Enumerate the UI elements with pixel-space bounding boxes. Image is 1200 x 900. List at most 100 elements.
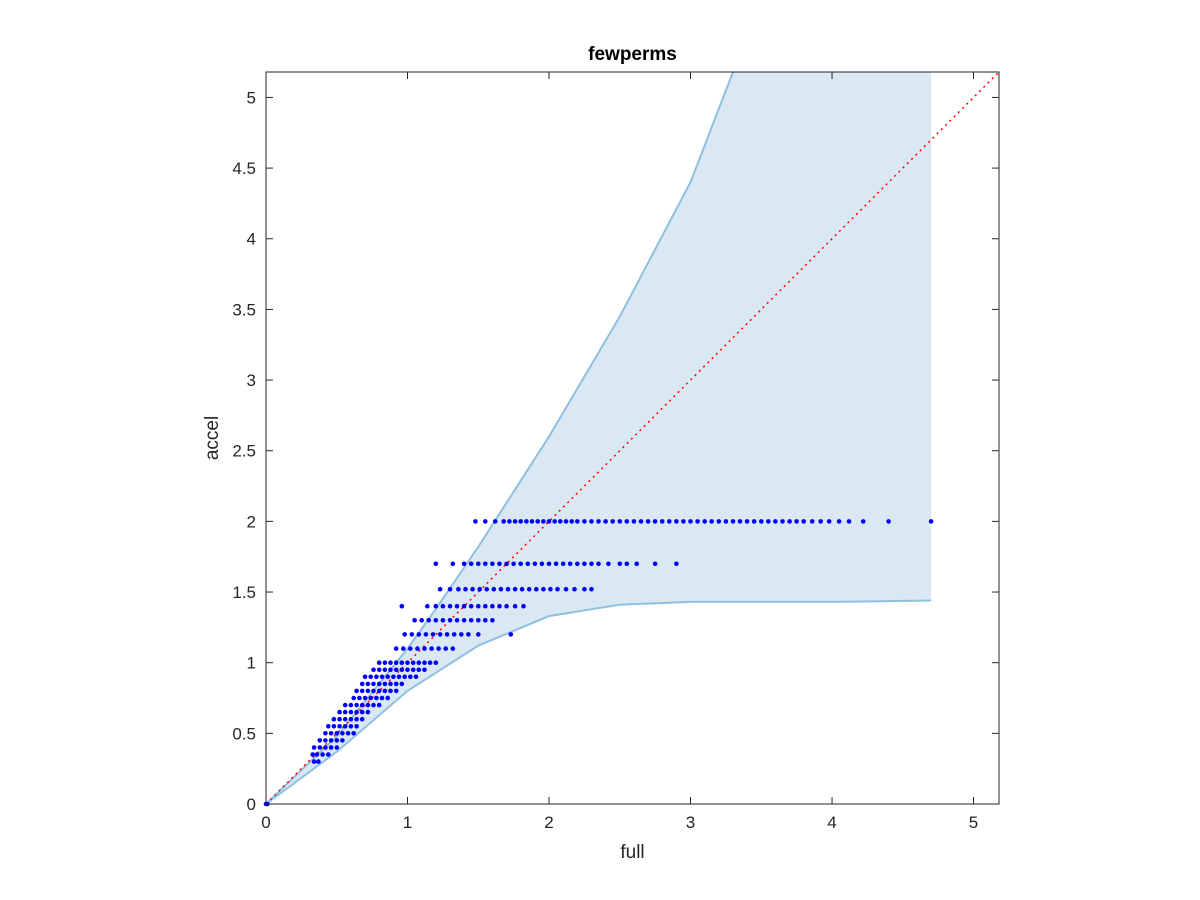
data-point — [589, 561, 594, 567]
data-point — [497, 561, 502, 567]
y-tick-label: 5 — [247, 88, 256, 107]
data-point — [433, 660, 439, 665]
data-point — [532, 561, 538, 567]
data-point — [552, 519, 557, 524]
data-point — [422, 660, 427, 665]
y-axis-label: accel — [202, 416, 223, 460]
data-point — [498, 586, 504, 592]
data-point — [410, 660, 416, 665]
data-point — [328, 731, 334, 736]
data-point — [357, 695, 362, 701]
data-point — [645, 519, 651, 524]
data-point — [340, 731, 345, 736]
data-point — [416, 660, 422, 665]
data-point — [413, 674, 419, 680]
data-point — [461, 603, 467, 609]
data-point — [430, 632, 436, 637]
data-point — [408, 646, 413, 651]
data-points — [263, 519, 934, 807]
data-point — [466, 632, 471, 637]
data-point — [426, 618, 432, 623]
data-point — [560, 561, 566, 567]
data-point — [737, 519, 743, 524]
data-point — [359, 688, 365, 694]
data-point — [546, 561, 552, 567]
data-point — [504, 561, 509, 567]
data-point — [483, 561, 488, 567]
data-point — [433, 618, 439, 623]
y-tick-label: 4.5 — [232, 159, 256, 178]
data-point — [575, 561, 580, 567]
data-point — [351, 695, 357, 701]
data-point — [444, 632, 450, 637]
data-point — [667, 519, 672, 524]
data-point — [314, 752, 320, 757]
data-point — [773, 519, 778, 524]
data-point — [634, 561, 639, 567]
y-tick-label: 0.5 — [232, 724, 256, 743]
data-point — [337, 709, 342, 715]
data-point — [365, 709, 371, 715]
confidence-band — [265, 71, 932, 805]
data-point — [447, 618, 453, 623]
data-point — [459, 632, 464, 637]
data-point — [311, 759, 317, 764]
data-point — [342, 716, 348, 722]
data-point — [348, 702, 354, 708]
data-point — [860, 519, 866, 524]
data-point — [567, 561, 573, 567]
data-point — [345, 731, 351, 736]
data-point — [359, 709, 365, 715]
data-point — [826, 519, 832, 524]
data-point — [354, 724, 359, 729]
data-point — [388, 681, 393, 687]
data-point — [490, 603, 495, 609]
y-tick-label: 0 — [247, 795, 256, 814]
data-point — [490, 618, 495, 623]
data-point — [399, 681, 405, 687]
data-point — [408, 674, 413, 680]
data-point — [331, 716, 337, 722]
data-point — [402, 674, 408, 680]
data-point — [317, 745, 323, 750]
data-point — [422, 646, 427, 651]
data-point — [393, 681, 399, 687]
data-point — [419, 618, 425, 623]
data-point — [681, 519, 686, 524]
data-point — [744, 519, 750, 524]
data-point — [316, 759, 321, 764]
data-point — [454, 618, 460, 623]
data-point — [354, 688, 359, 694]
data-point — [337, 716, 342, 722]
data-point — [539, 561, 545, 567]
data-point — [558, 519, 563, 524]
data-point — [518, 561, 523, 567]
data-point — [563, 586, 569, 592]
data-point — [440, 618, 446, 623]
data-point — [351, 731, 357, 736]
data-point — [801, 519, 806, 524]
data-point — [886, 519, 891, 524]
data-point — [396, 674, 402, 680]
data-point — [809, 519, 815, 524]
data-point — [582, 586, 587, 592]
data-point — [371, 667, 376, 673]
data-point — [624, 561, 630, 567]
data-point — [450, 561, 456, 567]
data-point — [473, 519, 478, 524]
data-point — [709, 519, 714, 524]
data-point — [405, 667, 410, 673]
data-point — [354, 702, 359, 708]
data-point — [342, 702, 348, 708]
data-point — [410, 667, 416, 673]
data-point — [365, 702, 371, 708]
data-point — [437, 586, 443, 592]
axis-ticks: 0 1 2 3 4 5 0 0.5 1 1.5 2 2.5 3 3.5 4 4.5 5 — [232, 72, 999, 832]
data-point — [402, 632, 408, 637]
data-point — [368, 674, 374, 680]
data-point — [423, 632, 429, 637]
data-point — [331, 724, 337, 729]
data-point — [311, 745, 317, 750]
y-tick-label: 3.5 — [232, 300, 256, 319]
data-point — [348, 724, 354, 729]
